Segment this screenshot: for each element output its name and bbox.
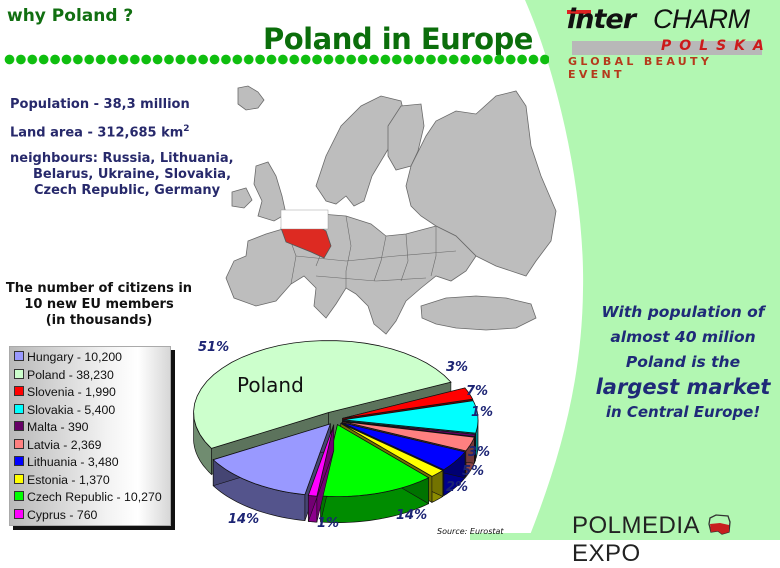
poland-flag-white	[280, 209, 329, 230]
polmedia-expo-logo: POLMEDIA EXPO	[572, 512, 780, 568]
iceland-shape	[237, 85, 265, 111]
pct-label-latvia: 3%	[468, 445, 491, 460]
expo-text: EXPO	[572, 540, 641, 567]
neighbours-line-3: Czech Republic, Germany	[34, 183, 221, 198]
legend-swatch	[14, 403, 24, 414]
legend-swatch	[14, 456, 24, 466]
western-europe-shape	[225, 213, 477, 335]
legend-swatch	[14, 368, 24, 379]
pie-slice	[307, 424, 335, 523]
chart-caption-line-2: 10 new EU members	[24, 297, 174, 312]
pct-label-slovenia: 3%	[446, 360, 469, 375]
legend-swatch	[14, 473, 24, 484]
pct-label-lithuania: 5%	[462, 464, 485, 479]
legend-item: Slovakia - 5,400	[14, 403, 115, 417]
logo-tagline: GLOBAL BEAUTY EVENT	[568, 55, 713, 81]
legend-item: Hungary - 10,200	[14, 350, 122, 364]
population-fact: Population - 38,3 million	[10, 97, 190, 112]
legend-swatch	[14, 351, 24, 361]
legend-item: Slovenia - 1,990	[14, 385, 116, 399]
claim-text: With population of almost 40 milion Pola…	[583, 300, 780, 425]
legend-label: Estonia - 1,370	[27, 472, 110, 487]
legend-label: Slovakia - 5,400	[27, 402, 116, 417]
legend-swatch	[14, 491, 24, 501]
legend-label: Lithuania - 3,480	[27, 455, 119, 469]
pct-label-slovakia: 7%	[466, 384, 489, 399]
legend-label: Latvia - 2,369	[27, 437, 102, 452]
chart-legend: Hungary - 10,200 Poland - 38,230 Sloveni…	[9, 346, 171, 526]
europe-map	[225, 85, 557, 335]
neighbours-line-1: neighbours: Russia, Lithuania,	[10, 151, 234, 166]
pie-slice	[320, 423, 430, 523]
legend-swatch	[14, 508, 24, 519]
claim-line-1: With population of	[601, 303, 765, 321]
claim-line-2: almost 40 milion	[610, 328, 756, 346]
land-area-sup: 2	[183, 124, 190, 134]
legend-item: Czech Republic - 10,270	[14, 490, 162, 504]
legend-label: Cyprus - 760	[27, 507, 98, 522]
poland-outline-icon	[708, 514, 731, 535]
ireland-shape	[231, 187, 253, 209]
legend-label: Slovenia - 1,990	[27, 385, 116, 399]
pie-chart: Poland	[193, 340, 479, 523]
legend-label: Malta - 390	[27, 420, 89, 434]
legend-swatch	[14, 386, 24, 396]
pie-label-poland: Poland	[237, 373, 304, 397]
neighbours-line-2: Belarus, Ukraine, Slovakia,	[33, 167, 232, 182]
legend-item: Cyprus - 760	[14, 508, 97, 522]
green-backdrop	[470, 0, 780, 540]
intercharm-logo: inter CHARM POLSKA GLOBAL BEAUTY EVENT	[565, 4, 775, 81]
legend-item: Estonia - 1,370	[14, 473, 110, 487]
claim-line-5: in Central Europe!	[605, 403, 761, 421]
legend-label: Poland - 38,230	[27, 367, 114, 382]
logo-brand-right: CHARM	[653, 4, 750, 34]
pct-label-malta: 1%	[471, 405, 494, 420]
dotted-divider	[4, 54, 549, 66]
legend-label: Czech Republic - 10,270	[27, 490, 162, 504]
uk-shape	[253, 161, 287, 222]
pct-label-hungary: 14%	[228, 512, 260, 527]
claim-line-4: largest market	[595, 375, 771, 399]
polmedia-text: POLMEDIA	[572, 512, 699, 539]
pct-label-estonia: 2%	[446, 480, 469, 495]
logo-grey-bar	[572, 41, 762, 55]
pct-label-poland: 51%	[198, 340, 230, 355]
land-area-text: Land area - 312,685 km	[10, 125, 184, 141]
turkey-shape	[420, 295, 537, 331]
logo-red-bar	[567, 10, 591, 14]
legend-item: Lithuania - 3,480	[14, 455, 119, 469]
legend-swatch	[14, 438, 24, 449]
legend-item: Malta - 390	[14, 420, 89, 434]
chart-caption-line-3: (in thousands)	[45, 313, 153, 328]
legend-item: Poland - 38,230	[14, 368, 114, 382]
legend-label: Hungary - 10,200	[27, 350, 123, 364]
claim-line-3: Poland is the	[625, 353, 741, 371]
logo-brand-left: inter	[567, 4, 636, 35]
finland-shape	[387, 103, 425, 171]
chart-caption: The number of citizens in 10 new EU memb…	[4, 281, 194, 329]
chart-source: Source: Eurostat	[437, 527, 504, 536]
page-title: Poland in Europe	[263, 22, 533, 56]
legend-swatch	[14, 421, 24, 431]
land-area-fact: Land area - 312,685 km2	[10, 124, 190, 140]
section-label: why Poland ?	[7, 6, 134, 26]
chart-caption-line-1: The number of citizens in	[5, 281, 193, 296]
pct-label-cyprus: 1%	[317, 516, 340, 531]
pct-label-czech: 14%	[396, 508, 428, 523]
legend-item: Latvia - 2,369	[14, 438, 102, 452]
logo-sub: POLSKA	[661, 38, 772, 54]
